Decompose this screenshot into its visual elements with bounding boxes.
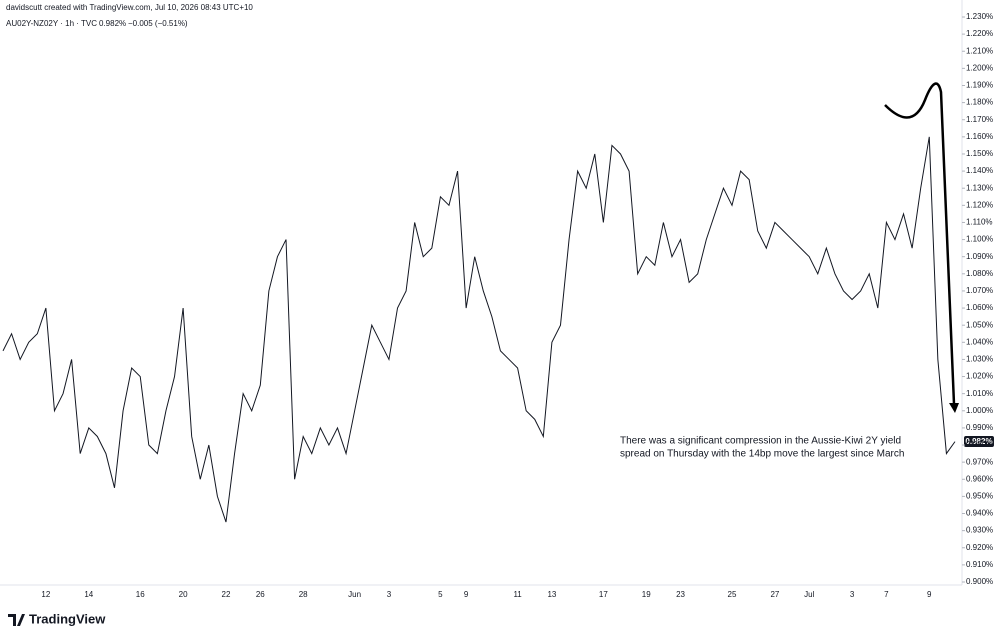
x-tick-label: 28	[299, 590, 308, 599]
x-tick-label: 9	[464, 590, 469, 599]
y-tick-label: 1.230%	[966, 12, 993, 21]
y-tick-label: 0.920%	[966, 543, 993, 552]
y-tick-label: 1.050%	[966, 320, 993, 329]
y-tick-label: 0.960%	[966, 474, 993, 483]
y-tick-label: 1.170%	[966, 115, 993, 124]
attribution: davidscutt created with TradingView.com,…	[6, 3, 253, 12]
x-tick-label: 27	[770, 590, 779, 599]
y-tick-label: 1.090%	[966, 252, 993, 261]
y-tick-label: 0.940%	[966, 509, 993, 518]
x-tick-label: 25	[728, 590, 737, 599]
x-tick-label: 26	[256, 590, 265, 599]
y-tick-label: 1.040%	[966, 337, 993, 346]
y-tick-label: 0.930%	[966, 526, 993, 535]
x-tick-label: 12	[41, 590, 50, 599]
logo-icon	[8, 614, 25, 626]
y-tick-label: 1.210%	[966, 46, 993, 55]
x-tick-label: 14	[84, 590, 93, 599]
y-tick-label: 1.130%	[966, 183, 993, 192]
x-tick-label: 17	[599, 590, 608, 599]
y-tick-label: 1.010%	[966, 389, 993, 398]
y-tick-label: 1.100%	[966, 235, 993, 244]
y-tick-label: 0.950%	[966, 492, 993, 501]
y-tick-label: 1.030%	[966, 355, 993, 364]
y-tick-label: 1.110%	[966, 218, 993, 227]
y-tick-label: 1.080%	[966, 269, 993, 278]
price-badge	[964, 436, 994, 447]
y-tick-label: 1.140%	[966, 166, 993, 175]
y-tick-label: 1.190%	[966, 81, 993, 90]
price-badge-label: 0.982%	[965, 437, 992, 446]
x-tick-label: 16	[136, 590, 145, 599]
y-tick-label: 1.060%	[966, 303, 993, 312]
y-tick-label: 1.150%	[966, 149, 993, 158]
y-tick-label: 0.910%	[966, 560, 993, 569]
y-tick-label: 1.200%	[966, 63, 993, 72]
y-tick-label: 0.970%	[966, 457, 993, 466]
x-tick-label: 13	[547, 590, 556, 599]
y-tick-label: 1.020%	[966, 372, 993, 381]
change: −0.005 (−0.51%)	[128, 19, 188, 28]
x-tick-label: 5	[438, 590, 443, 599]
x-tick-label: 3	[387, 590, 392, 599]
brand: TradingView	[29, 611, 106, 626]
y-tick-label: 1.000%	[966, 406, 993, 415]
x-tick-label: 3	[850, 590, 855, 599]
y-tick-label: 1.160%	[966, 132, 993, 141]
x-tick-label: 22	[222, 590, 231, 599]
y-tick-label: 1.070%	[966, 286, 993, 295]
y-tick-label: 0.990%	[966, 423, 993, 432]
x-tick-label: 19	[642, 590, 651, 599]
x-tick-label: 23	[676, 590, 685, 599]
price: 0.982%	[99, 19, 126, 28]
x-tick-label: 11	[513, 590, 522, 599]
x-tick-label: Jun	[348, 590, 361, 599]
annotation: There was a significant compression in t…	[620, 436, 901, 447]
annotation: spread on Thursday with the 14bp move th…	[620, 449, 904, 460]
symbol: AU02Y-NZ02Y · 1h · TVC	[6, 19, 97, 28]
arrowhead	[949, 403, 959, 413]
price-line	[2, 136, 956, 523]
x-tick-label: 7	[884, 590, 889, 599]
x-tick-label: 20	[179, 590, 188, 599]
logo: TradingView	[8, 611, 106, 626]
y-tick-label: 0.900%	[966, 577, 993, 586]
y-tick-label: 1.120%	[966, 200, 993, 209]
x-tick-label: 9	[927, 590, 932, 599]
y-tick-label: 0.980%	[966, 440, 993, 449]
x-tick-label: Jul	[804, 590, 814, 599]
y-tick-label: 1.180%	[966, 98, 993, 107]
y-tick-label: 1.220%	[966, 29, 993, 38]
arrow	[884, 82, 956, 405]
